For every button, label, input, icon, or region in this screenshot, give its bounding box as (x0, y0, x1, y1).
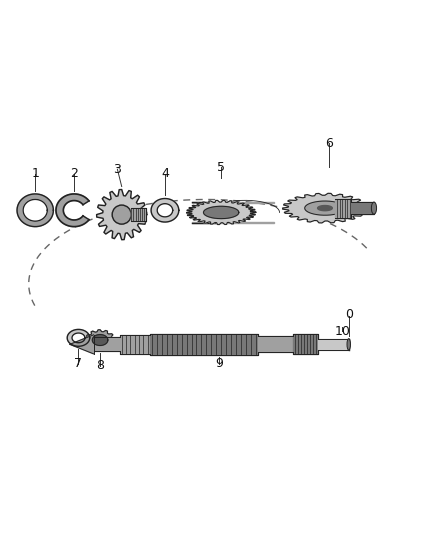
Polygon shape (318, 206, 332, 211)
Polygon shape (23, 199, 47, 221)
Text: 8: 8 (96, 359, 104, 373)
Polygon shape (94, 337, 120, 351)
Text: 0: 0 (345, 308, 353, 320)
Polygon shape (17, 194, 53, 227)
Polygon shape (283, 193, 367, 223)
Polygon shape (204, 206, 239, 219)
Polygon shape (131, 208, 146, 221)
Ellipse shape (371, 202, 377, 214)
Text: 1: 1 (31, 167, 39, 180)
Text: 2: 2 (70, 167, 78, 180)
Polygon shape (72, 333, 85, 343)
Polygon shape (187, 200, 256, 224)
Polygon shape (351, 202, 374, 214)
Polygon shape (97, 190, 147, 240)
Polygon shape (335, 199, 351, 217)
Polygon shape (120, 335, 150, 354)
Polygon shape (151, 198, 179, 222)
Polygon shape (318, 338, 349, 350)
Text: 5: 5 (217, 160, 225, 174)
Polygon shape (192, 202, 274, 203)
Polygon shape (258, 336, 293, 352)
Ellipse shape (347, 338, 350, 350)
Text: 6: 6 (325, 137, 333, 150)
Text: 7: 7 (74, 357, 82, 370)
Polygon shape (70, 335, 94, 354)
Polygon shape (85, 330, 115, 350)
Polygon shape (157, 204, 173, 217)
Polygon shape (293, 334, 318, 354)
Circle shape (112, 205, 131, 224)
Text: 3: 3 (113, 163, 121, 176)
Polygon shape (150, 334, 258, 355)
Polygon shape (67, 329, 90, 346)
Polygon shape (192, 222, 274, 223)
Polygon shape (56, 194, 89, 227)
Text: 9: 9 (215, 357, 223, 370)
Text: 4: 4 (161, 167, 169, 180)
Text: 10: 10 (334, 325, 350, 338)
Polygon shape (305, 201, 345, 215)
Polygon shape (92, 335, 108, 345)
